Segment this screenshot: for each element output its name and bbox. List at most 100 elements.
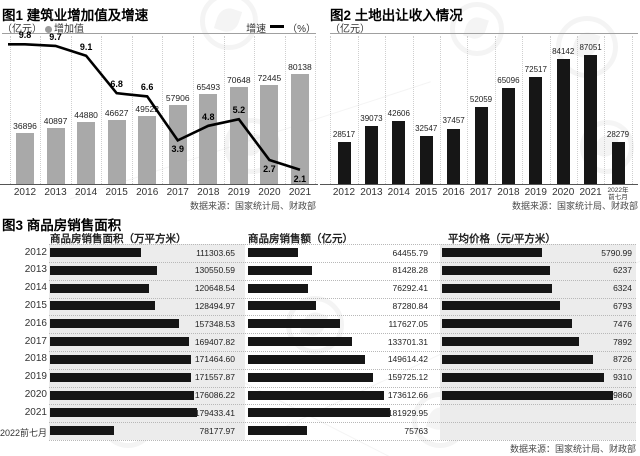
hbar-value-label: 171557.87 xyxy=(194,372,235,383)
grid-line xyxy=(330,36,332,184)
line-point-label: 6.8 xyxy=(110,79,123,90)
bar xyxy=(138,116,157,184)
grid-line xyxy=(385,36,387,184)
bar-value-label: 46627 xyxy=(104,107,129,118)
hbar-value-label: 133701.31 xyxy=(387,336,428,347)
line-point-label: 5.2 xyxy=(232,105,246,116)
bar-value-label: 65096 xyxy=(497,75,520,85)
chart3-housing-sales: 图3 商品房销售面积 商品房销售面积（万平方米） 商品房销售额（亿元） 平均价格… xyxy=(0,212,640,456)
grid-line xyxy=(439,36,441,184)
grid-line xyxy=(9,36,11,184)
hbar-value-label: 128494.97 xyxy=(194,300,235,311)
x-tick-label: 2016 xyxy=(442,187,465,198)
hbar-value-label: 76292.41 xyxy=(392,283,428,294)
x-tick-label: 2015 xyxy=(415,187,438,198)
row-separator xyxy=(49,333,636,335)
bar xyxy=(337,141,351,184)
chart3-title: 图3 商品房销售面积 xyxy=(2,218,122,233)
x-tick-label: 2017 xyxy=(469,187,493,198)
hbar xyxy=(50,248,142,257)
row-separator xyxy=(49,279,636,281)
x-tick-label: 2014 xyxy=(74,187,98,198)
hbar-value-label: 75763 xyxy=(404,425,428,436)
hbar-value-label: 181929.95 xyxy=(387,407,428,418)
x-tick-label: 2021 xyxy=(288,187,312,198)
bar-value-label: 44880 xyxy=(74,110,98,121)
chart1-x-axis: 2012 2013 2014 2015 2016 2017 2018 2019 2020 2021 xyxy=(0,187,320,203)
hbar-value-label: 120648.54 xyxy=(194,283,235,294)
bar xyxy=(46,127,65,184)
hbar xyxy=(248,301,317,311)
grid-line xyxy=(576,36,578,184)
chart1-legend-bar-label: 增加值 xyxy=(54,24,84,35)
chart2-land-transfer-revenue: 图2 土地出让收入情况 （亿元） 28517 39073 42606 32547 374… xyxy=(320,0,640,212)
x-tick-label: 2019 xyxy=(227,187,250,198)
grid-line xyxy=(522,36,524,184)
row-separator xyxy=(49,244,636,245)
chart2-title: 图2 土地出让收入情况 xyxy=(330,8,463,23)
hbar xyxy=(248,248,299,257)
hbar xyxy=(442,301,560,311)
bar-value-label: 40897 xyxy=(43,115,68,126)
row-year-label: 2022前七月 xyxy=(0,428,47,439)
bar xyxy=(77,122,96,184)
bar-value-label: 70648 xyxy=(227,75,251,86)
bar xyxy=(501,87,515,184)
grid-line xyxy=(494,36,496,184)
bar-value-label: 72517 xyxy=(524,64,547,74)
hbar xyxy=(50,408,197,418)
row-year-label: 2020 xyxy=(24,389,47,401)
hbar-value-label: 179433.41 xyxy=(194,407,235,418)
hbar-value-label: 7892 xyxy=(613,336,632,347)
bar-value-label: 84142 xyxy=(552,47,575,57)
hbar-value-label: 159725.12 xyxy=(387,372,428,383)
hbar-value-label: 149614.42 xyxy=(387,354,428,365)
bar-value-label: 36896 xyxy=(13,121,37,132)
line-legend-marker-icon xyxy=(270,25,285,28)
grid-line xyxy=(70,36,72,184)
line-point-label: 3.9 xyxy=(171,144,184,155)
bar-value-label: 32547 xyxy=(415,123,438,133)
hbar xyxy=(50,354,191,364)
hbar xyxy=(248,319,340,329)
hbar-value-label: 117627.05 xyxy=(388,318,428,329)
hbar-value-label: 171464.60 xyxy=(194,354,235,365)
bar xyxy=(611,142,625,184)
hbar xyxy=(442,248,543,257)
hbar xyxy=(442,337,579,347)
hbar-value-label: 173612.66 xyxy=(387,390,428,401)
chart1-top-rule xyxy=(2,33,316,34)
chart3-rows: 2012 111303.65 64455.79 5790.99 2013 130550.5… xyxy=(0,244,640,441)
hbar-value-label: 6324 xyxy=(613,283,632,294)
hbar xyxy=(50,337,189,347)
hbar-value-label: 87280.84 xyxy=(392,300,428,311)
hbar-value-label: 8726 xyxy=(613,354,632,365)
x-tick-label: 2020 xyxy=(552,187,575,198)
bar xyxy=(168,104,187,184)
x-tick-label: 2017 xyxy=(166,187,189,198)
row-separator xyxy=(49,440,636,441)
grid-line xyxy=(631,36,633,184)
chart2-legend: （亿元） xyxy=(328,20,638,35)
chart2-unit-label: （亿元） xyxy=(330,24,370,35)
hbar-value-label: 64455.79 xyxy=(392,247,428,258)
hbar-value-label: 169407.82 xyxy=(194,336,235,347)
bar xyxy=(529,76,543,184)
hbar xyxy=(248,283,308,293)
bar xyxy=(107,120,126,184)
x-tick-label: 2016 xyxy=(136,187,159,198)
bar xyxy=(199,94,218,184)
bar-value-label: 49522 xyxy=(135,104,159,115)
x-tick-label: 2020 xyxy=(258,187,281,198)
row-separator xyxy=(49,368,636,370)
row-year-label: 2014 xyxy=(24,282,47,294)
hbar xyxy=(442,390,613,400)
bar xyxy=(290,74,309,184)
bar-value-label: 42606 xyxy=(387,108,410,118)
chart1-legend-line-unit: （%） xyxy=(287,24,316,35)
chart1-legend-left: （亿元） 增加值 xyxy=(2,20,84,35)
chart1-legend-right: 增速 （%） xyxy=(246,20,316,35)
hbar-value-label: 6237 xyxy=(613,265,632,276)
grid-line xyxy=(254,36,256,184)
row-separator xyxy=(49,422,636,424)
